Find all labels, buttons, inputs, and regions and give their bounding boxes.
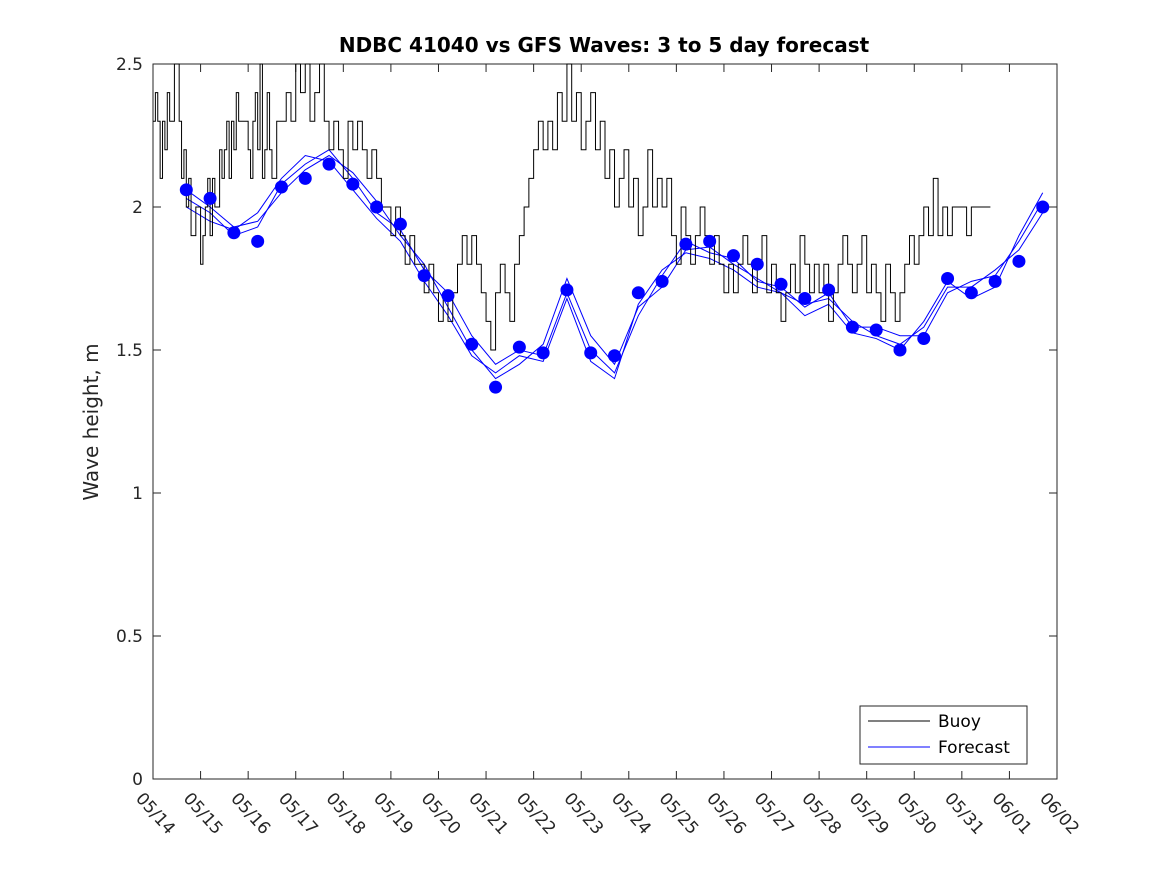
forecast-point xyxy=(679,237,693,251)
forecast-point xyxy=(1036,200,1050,214)
forecast-point xyxy=(631,286,645,300)
axes-box xyxy=(152,63,1058,780)
forecast-point xyxy=(964,286,978,300)
forecast-point xyxy=(251,234,265,248)
x-tick-label: 05/21 xyxy=(464,789,512,839)
forecast-point xyxy=(298,171,312,185)
forecast-point xyxy=(512,340,526,354)
forecast-point xyxy=(489,380,503,394)
forecast-point xyxy=(845,320,859,334)
y-tick-label: 0.5 xyxy=(116,627,143,647)
forecast-point xyxy=(988,274,1002,288)
x-tick-label: 05/23 xyxy=(559,789,607,839)
legend-buoy-label: Buoy xyxy=(938,712,981,732)
forecast-point xyxy=(203,191,217,205)
forecast-point xyxy=(417,269,431,283)
forecast-point xyxy=(441,289,455,303)
x-tick-label: 05/19 xyxy=(369,789,417,839)
forecast-point xyxy=(322,157,336,171)
forecast-point xyxy=(869,323,883,337)
forecast-point xyxy=(608,349,622,363)
forecast-point xyxy=(1012,254,1026,268)
forecast-point xyxy=(798,292,812,306)
x-tick-label: 05/29 xyxy=(845,789,893,839)
x-tick-label: 05/28 xyxy=(797,789,845,839)
forecast-point xyxy=(941,272,955,285)
chart-title: NDBC 41040 vs GFS Waves: 3 to 5 day fore… xyxy=(339,33,870,57)
y-axis-label: Wave height, m xyxy=(79,343,103,500)
x-tick-label: 05/26 xyxy=(702,789,750,839)
y-tick-label: 1.5 xyxy=(116,341,143,361)
legend-box xyxy=(859,705,1028,765)
x-tick-label: 06/02 xyxy=(1035,789,1083,839)
x-tick-label: 05/20 xyxy=(417,789,465,839)
forecast-point xyxy=(893,343,907,357)
y-tick-label: 2.5 xyxy=(116,55,143,75)
forecast-point xyxy=(655,274,669,288)
forecast-point xyxy=(227,226,241,240)
forecast-point xyxy=(726,249,740,263)
forecast-point xyxy=(774,277,788,291)
x-tick-label: 05/30 xyxy=(893,789,941,839)
forecast-point xyxy=(465,337,479,351)
forecast-point xyxy=(370,200,384,214)
x-tick-label: 05/15 xyxy=(179,789,227,839)
forecast-point xyxy=(822,283,836,297)
forecast-point xyxy=(584,346,598,360)
forecast-point xyxy=(703,234,717,248)
y-tick-label: 2 xyxy=(132,198,143,218)
legend: Buoy Forecast xyxy=(859,705,1028,765)
forecast-point xyxy=(393,217,407,231)
forecast-point xyxy=(274,180,288,194)
y-tick-label: 0 xyxy=(132,770,143,790)
x-tick-label: 05/31 xyxy=(940,789,988,839)
forecast-point xyxy=(560,283,574,297)
x-tick-label: 05/14 xyxy=(131,789,179,839)
forecast-point xyxy=(917,332,931,346)
legend-forecast-label: Forecast xyxy=(938,738,1010,758)
y-tick-label: 1 xyxy=(132,484,143,504)
x-tick-label: 05/16 xyxy=(226,789,274,839)
x-tick-label: 05/27 xyxy=(750,789,798,839)
forecast-point xyxy=(536,346,550,360)
x-tick-label: 05/17 xyxy=(274,789,322,839)
x-tick-label: 06/01 xyxy=(988,789,1036,839)
forecast-point xyxy=(179,183,193,197)
x-tick-label: 05/22 xyxy=(512,789,560,839)
x-tick-label: 05/24 xyxy=(607,789,655,839)
forecast-point xyxy=(346,177,360,191)
buoy-series-line xyxy=(153,63,991,351)
forecast-point xyxy=(750,257,764,271)
x-tick-label: 05/25 xyxy=(655,789,703,839)
x-tick-label: 05/18 xyxy=(322,789,370,839)
